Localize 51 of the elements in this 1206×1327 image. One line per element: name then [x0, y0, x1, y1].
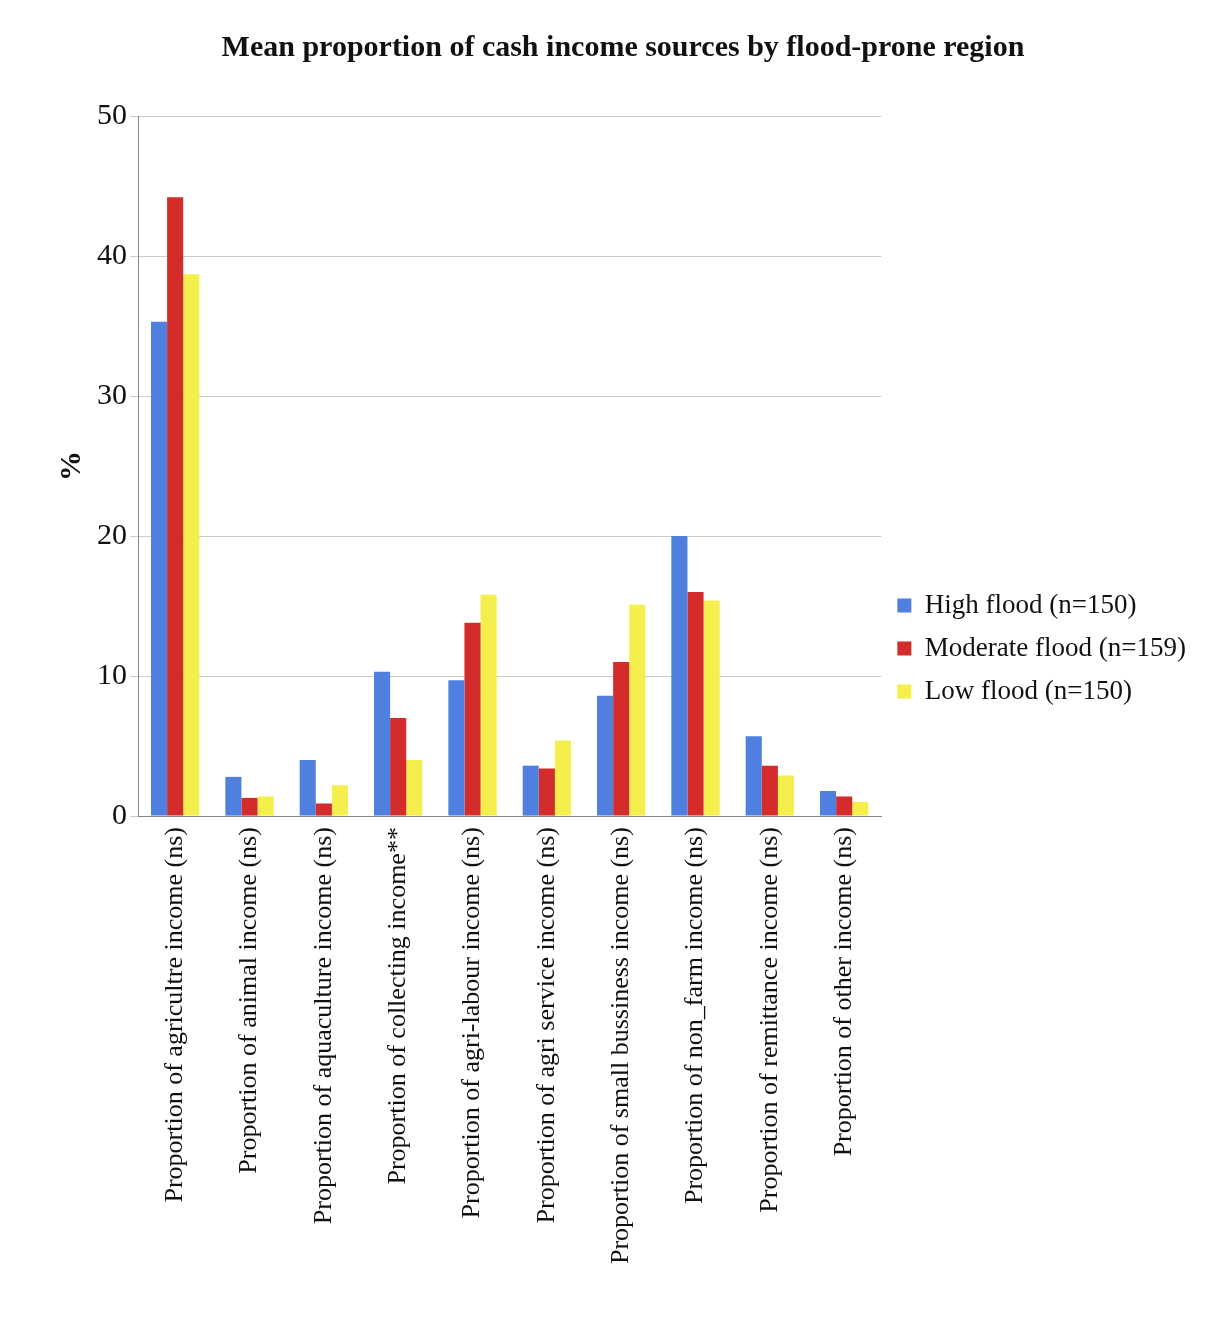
x-tick-label: Proportion of other income (ns) [828, 827, 858, 1157]
x-tick-label: Proportion of aquaculture income (ns) [307, 827, 337, 1225]
bar [167, 197, 184, 816]
y-tick-label: 20 [97, 516, 127, 550]
bar [777, 775, 794, 816]
bar [538, 768, 555, 816]
y-tick-label: 50 [97, 96, 127, 130]
y-axis-title: % [52, 451, 86, 482]
bar [597, 695, 614, 816]
bar [241, 797, 258, 816]
bar [151, 321, 168, 816]
y-tick-label: 40 [97, 236, 127, 270]
bar [464, 622, 481, 816]
y-tick-label: 10 [97, 656, 127, 690]
bar [629, 604, 646, 816]
bar [671, 536, 688, 816]
bar [448, 680, 465, 816]
bar [852, 802, 869, 816]
bar [315, 803, 332, 816]
bar [390, 718, 407, 816]
bar [183, 274, 200, 816]
x-tick-label: Proportion of animal income (ns) [233, 827, 263, 1174]
y-tick-label: 30 [97, 376, 127, 410]
bar [613, 662, 630, 816]
y-tick-label: 0 [112, 796, 127, 830]
bar [522, 765, 539, 816]
bar [745, 736, 762, 816]
bar [257, 796, 274, 816]
bar [703, 600, 720, 816]
x-tick-label: Proportion of agri service income (ns) [530, 827, 560, 1224]
bar [225, 776, 242, 816]
bar [406, 760, 423, 816]
bar [761, 765, 778, 816]
x-tick-label: Proportion of non_farm income (ns) [679, 827, 709, 1205]
bar [554, 740, 571, 816]
bar [331, 785, 348, 816]
x-tick-label: Proportion of agri-labour income (ns) [456, 827, 486, 1219]
bar [836, 796, 853, 816]
bar [687, 592, 704, 816]
x-tick-label: Proportion of collecting income** [382, 827, 411, 1185]
bar [820, 790, 837, 816]
bar [480, 594, 497, 816]
x-tick-label: Proportion of remittance income (ns) [753, 827, 783, 1213]
legend-label: High flood (n=150) [924, 588, 1137, 619]
legend-label: Moderate flood (n=159) [924, 631, 1186, 662]
x-tick-label: Proportion of small bussiness income (ns) [605, 827, 634, 1265]
x-tick-label: Proportion of agricultre income (ns) [159, 827, 188, 1203]
chart-title: Mean proportion of cash income sources by flood-prone region [221, 28, 1025, 62]
legend-label: Low flood (n=150) [924, 674, 1133, 705]
bar [374, 671, 391, 816]
bar [299, 760, 316, 816]
